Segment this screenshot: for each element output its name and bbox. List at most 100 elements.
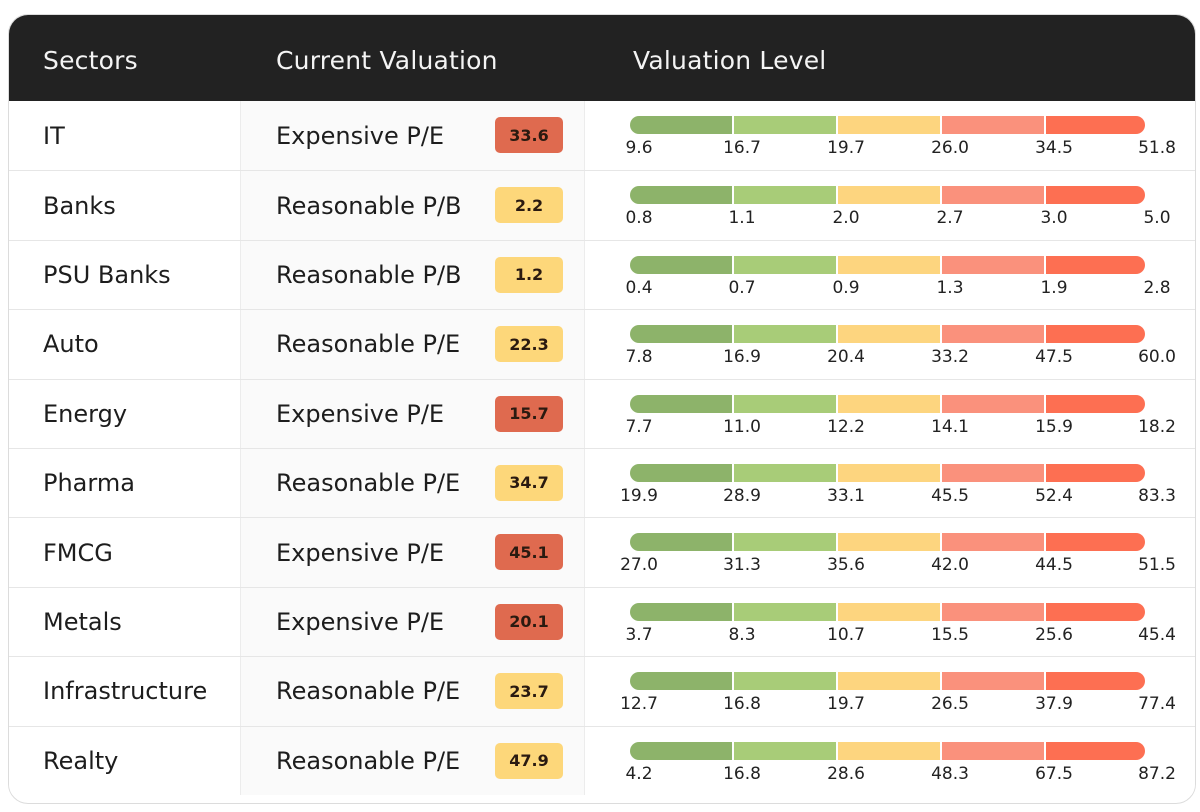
- level-tick-label: 20.4: [827, 347, 865, 368]
- level-segment-4: [942, 255, 1046, 274]
- level-segment-5: [1046, 186, 1145, 205]
- level-segment-4: [942, 602, 1046, 621]
- level-segment-4: [942, 186, 1046, 205]
- valuation-label: Expensive P/E: [276, 538, 445, 567]
- level-segment-5: [1046, 672, 1145, 691]
- level-tick-label: 67.5: [1035, 763, 1073, 784]
- level-tick-label: 42.0: [931, 555, 969, 576]
- valuation-level-bar: [630, 533, 1145, 552]
- level-tick-label: 19.7: [827, 138, 865, 158]
- sector-cell: [9, 171, 241, 240]
- valuation-badge: 34.7: [495, 464, 563, 501]
- valuation-badge: 1.2: [495, 256, 563, 293]
- level-segment-5: [1046, 602, 1145, 621]
- sector-cell: [9, 448, 241, 518]
- level-segment-4: [942, 116, 1046, 134]
- table-row: Auto Reasonable P/E 22.3 7.8 16.9 20.4 33.2 47.…: [9, 309, 1195, 379]
- level-tick-label: 19.9: [620, 485, 658, 506]
- sector-cell: [9, 101, 241, 171]
- valuation-badge: 15.7: [495, 395, 563, 432]
- level-tick-label: 37.9: [1035, 694, 1073, 715]
- level-segment-4: [942, 741, 1046, 760]
- level-tick-label: 33.1: [827, 485, 865, 506]
- level-tick-label: 8.3: [728, 624, 756, 645]
- level-tick-label: 35.6: [827, 555, 865, 576]
- valuation-badge: 47.9: [495, 742, 563, 779]
- level-segment-3: [838, 255, 942, 274]
- level-tick-label: 16.7: [723, 138, 761, 158]
- level-segment-2: [734, 325, 838, 344]
- level-segment-3: [838, 116, 942, 134]
- level-tick-label: 28.6: [827, 763, 865, 784]
- level-segment-5: [1046, 463, 1145, 482]
- valuation-label: Reasonable P/E: [276, 469, 461, 498]
- level-tick-label: 10.7: [827, 624, 865, 645]
- sector-cell: [9, 657, 241, 726]
- level-segment-1: [630, 463, 734, 482]
- level-tick-label: 52.4: [1035, 485, 1073, 506]
- level-segment-4: [942, 533, 1046, 552]
- level-segment-1: [630, 741, 734, 760]
- sector-cell: [9, 726, 241, 795]
- level-tick-label: 0.8: [625, 208, 653, 229]
- level-tick-label: 1.9: [1040, 277, 1068, 298]
- level-segment-3: [838, 672, 942, 691]
- level-tick-label: 12.7: [620, 694, 658, 715]
- level-segment-3: [838, 602, 942, 621]
- sector-name: PSU Banks: [43, 260, 171, 289]
- valuation-label: Reasonable P/B: [276, 191, 462, 220]
- level-cell: [585, 657, 1195, 726]
- valuation-badge: 20.1: [495, 603, 563, 640]
- valuation-level-bar: [630, 741, 1145, 760]
- valuation-level-bar: [630, 186, 1145, 205]
- valuation-badge: 2.2: [495, 187, 563, 224]
- level-tick-label: 15.5: [931, 624, 969, 645]
- level-tick-label: 7.8: [625, 347, 653, 368]
- valuation-label: Expensive P/E: [276, 607, 445, 636]
- valuation-level-bar: [630, 116, 1145, 134]
- valuation-label: Reasonable P/E: [276, 746, 461, 775]
- level-tick-label: 33.2: [931, 347, 969, 368]
- level-cell: [585, 587, 1195, 657]
- valuation-level-bar: [630, 602, 1145, 621]
- valuation-badge: 22.3: [495, 326, 563, 363]
- header-current-valuation: Current Valuation: [276, 46, 498, 75]
- table-row: Energy Expensive P/E 15.7 7.7 11.0 12.2 14.1 15…: [9, 378, 1195, 448]
- table-row: IT Expensive P/E 33.6 9.6 16.7 19.7 26.0 34.5 51…: [9, 101, 1195, 171]
- level-segment-5: [1046, 394, 1145, 413]
- level-segment-5: [1046, 741, 1145, 760]
- level-tick-label: 1.3: [936, 277, 964, 298]
- level-segment-4: [942, 463, 1046, 482]
- level-tick-label: 83.3: [1138, 485, 1176, 506]
- level-segment-1: [630, 255, 734, 274]
- level-tick-label: 19.7: [827, 694, 865, 715]
- sector-cell: [9, 240, 241, 310]
- level-tick-label: 51.5: [1138, 555, 1176, 576]
- level-segment-5: [1046, 325, 1145, 344]
- valuation-label: Reasonable P/E: [276, 330, 461, 359]
- level-segment-4: [942, 325, 1046, 344]
- level-tick-label: 0.4: [625, 277, 653, 298]
- level-segment-1: [630, 533, 734, 552]
- valuation-level-bar: [630, 394, 1145, 413]
- sector-cell: [9, 518, 241, 587]
- table-header: Sectors Current Valuation Valuation Leve…: [9, 15, 1195, 101]
- level-tick-label: 77.4: [1138, 694, 1176, 715]
- level-segment-3: [838, 463, 942, 482]
- level-cell: [585, 310, 1195, 379]
- level-tick-label: 87.2: [1138, 763, 1176, 784]
- valuation-label: Expensive P/E: [276, 399, 445, 428]
- level-tick-label: 11.0: [723, 416, 761, 437]
- level-tick-label: 31.3: [723, 555, 761, 576]
- level-tick-label: 25.6: [1035, 624, 1073, 645]
- level-tick-label: 16.8: [723, 763, 761, 784]
- table-row: Realty Reasonable P/E 47.9 4.2 16.8 28.6 48.3 6…: [9, 725, 1195, 795]
- level-tick-label: 28.9: [723, 485, 761, 506]
- sector-cell: [9, 587, 241, 657]
- level-segment-3: [838, 533, 942, 552]
- level-cell: [585, 726, 1195, 795]
- level-tick-label: 2.7: [936, 208, 964, 229]
- level-tick-label: 27.0: [620, 555, 658, 576]
- sector-name: Metals: [43, 607, 122, 636]
- level-segment-2: [734, 672, 838, 691]
